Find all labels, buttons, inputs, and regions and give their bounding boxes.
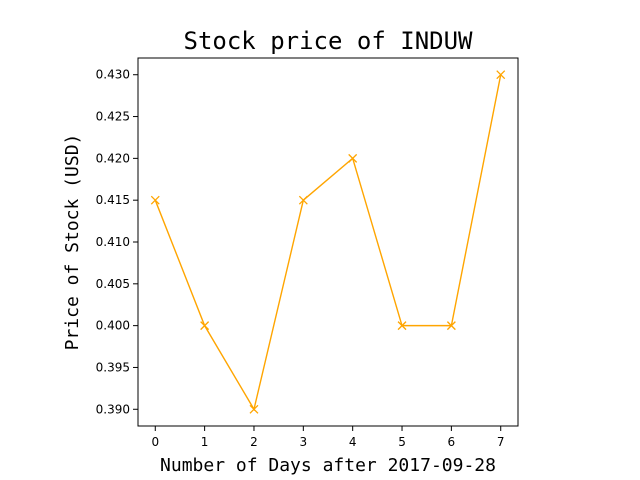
x-tick-label: 6	[448, 435, 456, 449]
series-line	[154, 74, 502, 412]
x-tick-label: 5	[398, 435, 406, 449]
data-point	[446, 321, 456, 331]
y-tick-label: 0.390	[96, 402, 130, 416]
x-axis-label: Number of Days after 2017-09-28	[160, 455, 496, 476]
y-tick-label: 0.395	[96, 360, 130, 374]
x-tick-label: 7	[497, 435, 505, 449]
data-point	[200, 321, 210, 331]
y-tick-label: 0.415	[96, 193, 130, 207]
x-tick-label: 1	[201, 435, 209, 449]
y-tick-label: 0.405	[96, 277, 130, 291]
x-tick-label: 0	[151, 435, 159, 449]
x-axis: 0 1 2 3 4 5 6 7	[151, 426, 505, 449]
data-point	[298, 195, 308, 205]
data-point	[348, 153, 358, 163]
y-tick-label: 0.420	[96, 151, 130, 165]
y-tick-label: 0.400	[96, 319, 130, 333]
y-tick-label: 0.425	[96, 110, 130, 124]
data-point	[397, 321, 407, 331]
data-point	[496, 70, 506, 80]
axes-frame	[137, 57, 519, 427]
data-point	[150, 195, 160, 205]
y-tick-label: 0.430	[96, 68, 130, 82]
x-tick-label: 4	[349, 435, 357, 449]
y-tick-label: 0.410	[96, 235, 130, 249]
y-axis: 0.390 0.395 0.400 0.405 0.410 0.415 0.420 0.425…	[96, 68, 138, 416]
plot-area	[150, 70, 506, 414]
y-axis-label: Price of Stock (USD)	[62, 134, 83, 351]
chart-title: Stock price of INDUW	[184, 27, 474, 55]
x-tick-label: 2	[250, 435, 258, 449]
data-point	[249, 404, 259, 414]
x-tick-label: 3	[300, 435, 308, 449]
